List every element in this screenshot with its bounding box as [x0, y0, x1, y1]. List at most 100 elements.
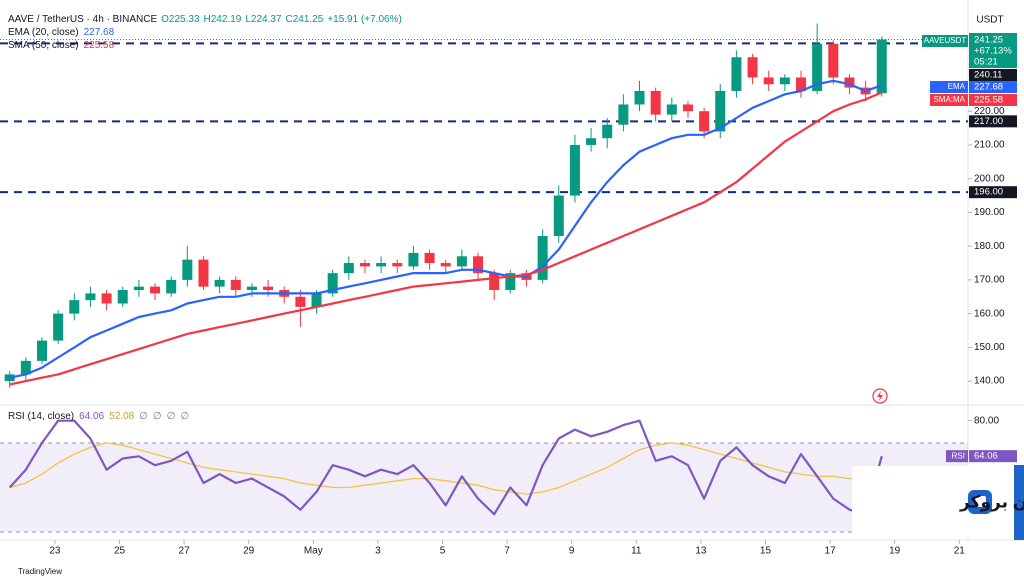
indicator-value-tag-label: 227.68 — [974, 82, 1003, 93]
candle-body — [4, 374, 15, 382]
y-tick-label: 140.00 — [974, 376, 1005, 387]
candle-body — [586, 138, 597, 145]
indicator-value-tag — [969, 94, 1017, 106]
indicator-name-tag — [930, 81, 968, 93]
rsi-extra: ∅ — [153, 411, 162, 422]
symbol-title: AAVE / TetherUS · 4h · BINANCE — [8, 14, 157, 25]
indicator-name-tag-label: SMA:MA — [933, 95, 965, 104]
x-tick-label: 19 — [889, 546, 901, 557]
price-legend: AAVE / TetherUS · 4h · BINANCE O225.33 H24… — [8, 14, 402, 25]
x-tick-label: 5 — [440, 546, 446, 557]
ema-name: EMA (20, close) — [8, 27, 79, 38]
candle-body — [553, 195, 564, 237]
y-tick-label: 210.00 — [974, 140, 1005, 151]
candle-body — [150, 286, 161, 294]
indicator-name-tag-label: EMA — [948, 82, 966, 91]
y-tick-label: 150.00 — [974, 342, 1005, 353]
rsi-name: RSI (14, close) — [8, 411, 74, 422]
level-tag — [969, 69, 1017, 81]
sma-legend: SMA (50, close) 225.58 — [8, 40, 115, 51]
rsi-extra: ∅ — [167, 411, 176, 422]
candle-body — [828, 43, 839, 78]
rsi-value: 64.06 — [79, 411, 104, 422]
y-tick-label: 170.00 — [974, 275, 1005, 286]
candle-body — [634, 90, 645, 105]
ohlc-low: L224.37 — [245, 14, 282, 25]
x-tick-label: 7 — [504, 546, 510, 557]
candle-body — [715, 90, 726, 132]
rsi-ma-value: 52.08 — [109, 411, 134, 422]
candle-body — [182, 259, 193, 280]
candle-body — [246, 286, 257, 291]
candle-body — [489, 273, 500, 291]
candle-body — [198, 259, 209, 287]
candle-body — [505, 273, 516, 291]
candle-body — [796, 77, 807, 91]
candle-body — [812, 43, 823, 91]
candle-body — [424, 252, 435, 264]
candle-body — [456, 256, 467, 267]
candle-body — [311, 293, 322, 307]
candle-body — [602, 124, 613, 139]
watermark-strip — [1014, 465, 1024, 540]
ema-value: 227.68 — [84, 27, 115, 38]
level-tag — [969, 115, 1017, 128]
candle-body — [537, 236, 548, 280]
y-tick-label: 160.00 — [974, 308, 1005, 319]
y-tick-label: 220.00 — [974, 106, 1005, 117]
alert-icon[interactable] — [872, 388, 888, 404]
footer-brand: TradingView — [18, 567, 62, 576]
candle-body — [166, 279, 177, 294]
rsi-extra: ∅ — [139, 411, 148, 422]
x-tick-label: 25 — [114, 546, 126, 557]
candle-body — [117, 290, 128, 304]
candle-body — [263, 286, 274, 291]
candle-body — [569, 144, 580, 196]
ohlc-high: H242.19 — [204, 14, 242, 25]
candle-body — [844, 77, 855, 88]
watermark-text: لیان بروکر — [959, 492, 1024, 512]
candle-body — [20, 360, 31, 375]
candle-body — [408, 252, 419, 267]
candle-body — [214, 279, 225, 287]
x-tick-label: May — [304, 546, 323, 557]
rsi-value-tag-label: 64.06 — [974, 451, 998, 462]
indicator-value-tag — [969, 81, 1017, 93]
last-price-countdown: 05:21 — [974, 57, 998, 68]
rsi-value-tag — [969, 450, 1017, 463]
candle-body — [53, 313, 64, 341]
candle-body — [876, 39, 887, 94]
candle-body — [779, 77, 790, 85]
x-tick-label: 15 — [760, 546, 772, 557]
x-tick-label: 9 — [569, 546, 575, 557]
last-price-tag — [969, 33, 1017, 68]
candle-body — [666, 104, 677, 115]
candle-body — [440, 263, 451, 267]
watermark-logo-inner — [975, 496, 986, 507]
candle-body — [473, 256, 484, 274]
x-tick-label: 21 — [954, 546, 966, 557]
candle-body — [36, 340, 47, 361]
axis-unit: USDT — [976, 15, 1003, 26]
candle-body — [747, 57, 758, 78]
candle-body — [327, 273, 338, 294]
symbol-tag-label: AAVEUSDT — [924, 36, 967, 45]
candle-body — [69, 300, 80, 314]
candle-body — [650, 90, 661, 115]
candle-body — [101, 293, 112, 304]
front-layer: 23 25 27 29 May 3 5 7 9 11 13 15 17 19 21 140.00 150.00 1… — [49, 33, 1017, 557]
level-tag-label: 196.00 — [974, 187, 1003, 198]
candle-body — [392, 263, 403, 267]
candle-body — [682, 104, 693, 112]
watermark-box — [852, 466, 1014, 536]
ohlc-close: C241.25 — [285, 14, 323, 25]
x-tick-label: 29 — [243, 546, 255, 557]
last-price-change: +67.13% — [974, 46, 1012, 57]
indicator-line — [9, 91, 883, 386]
level-tag — [969, 186, 1017, 199]
rsi-extra: ∅ — [180, 411, 189, 422]
indicator-line — [9, 79, 883, 379]
rsi-legend: RSI (14, close) 64.06 52.08 ∅ ∅ ∅ ∅ — [8, 411, 189, 422]
candle-body — [359, 263, 370, 267]
